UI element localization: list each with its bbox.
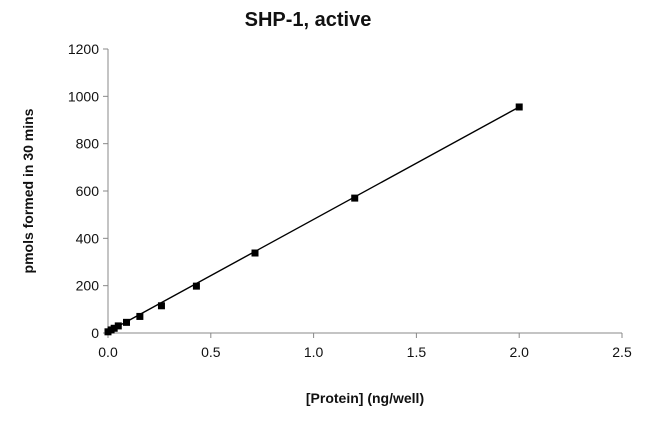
x-tick-label: 0.0 [98,344,118,360]
y-tick-label: 0 [91,325,99,341]
data-points-layer [104,103,523,336]
data-point [136,312,144,320]
y-tick-label: 200 [76,278,100,294]
y-tick-label: 600 [76,183,100,199]
y-tick-label: 1200 [68,41,99,57]
x-tick-label: 0.5 [201,344,221,360]
data-point [515,103,523,111]
data-point [110,324,118,332]
x-axis-label: [Protein] (ng/well) [306,390,424,406]
chart-title: SHP-1, active [245,9,372,31]
data-point [192,282,200,290]
x-tick-label: 1.0 [304,344,324,360]
data-point [351,194,359,202]
data-point [114,322,122,330]
x-tick-label: 1.5 [407,344,427,360]
linear-fit-line [107,106,520,333]
data-point [157,302,165,310]
x-tick-label: 2.0 [509,344,529,360]
data-point [123,318,131,326]
x-tick-label: 2.5 [612,344,632,360]
y-axis-ticks: 0 200 400 600 800 1000 1200 [68,41,108,341]
y-tick-label: 400 [76,230,100,246]
y-tick-label: 1000 [68,88,99,104]
data-point [251,249,259,257]
fit-line-layer [107,106,520,333]
y-axis-label: pmols formed in 30 mins [20,108,36,273]
x-axis-ticks: 0.0 0.5 1.0 1.5 2.0 2.5 [98,333,632,360]
y-tick-label: 800 [76,136,100,152]
